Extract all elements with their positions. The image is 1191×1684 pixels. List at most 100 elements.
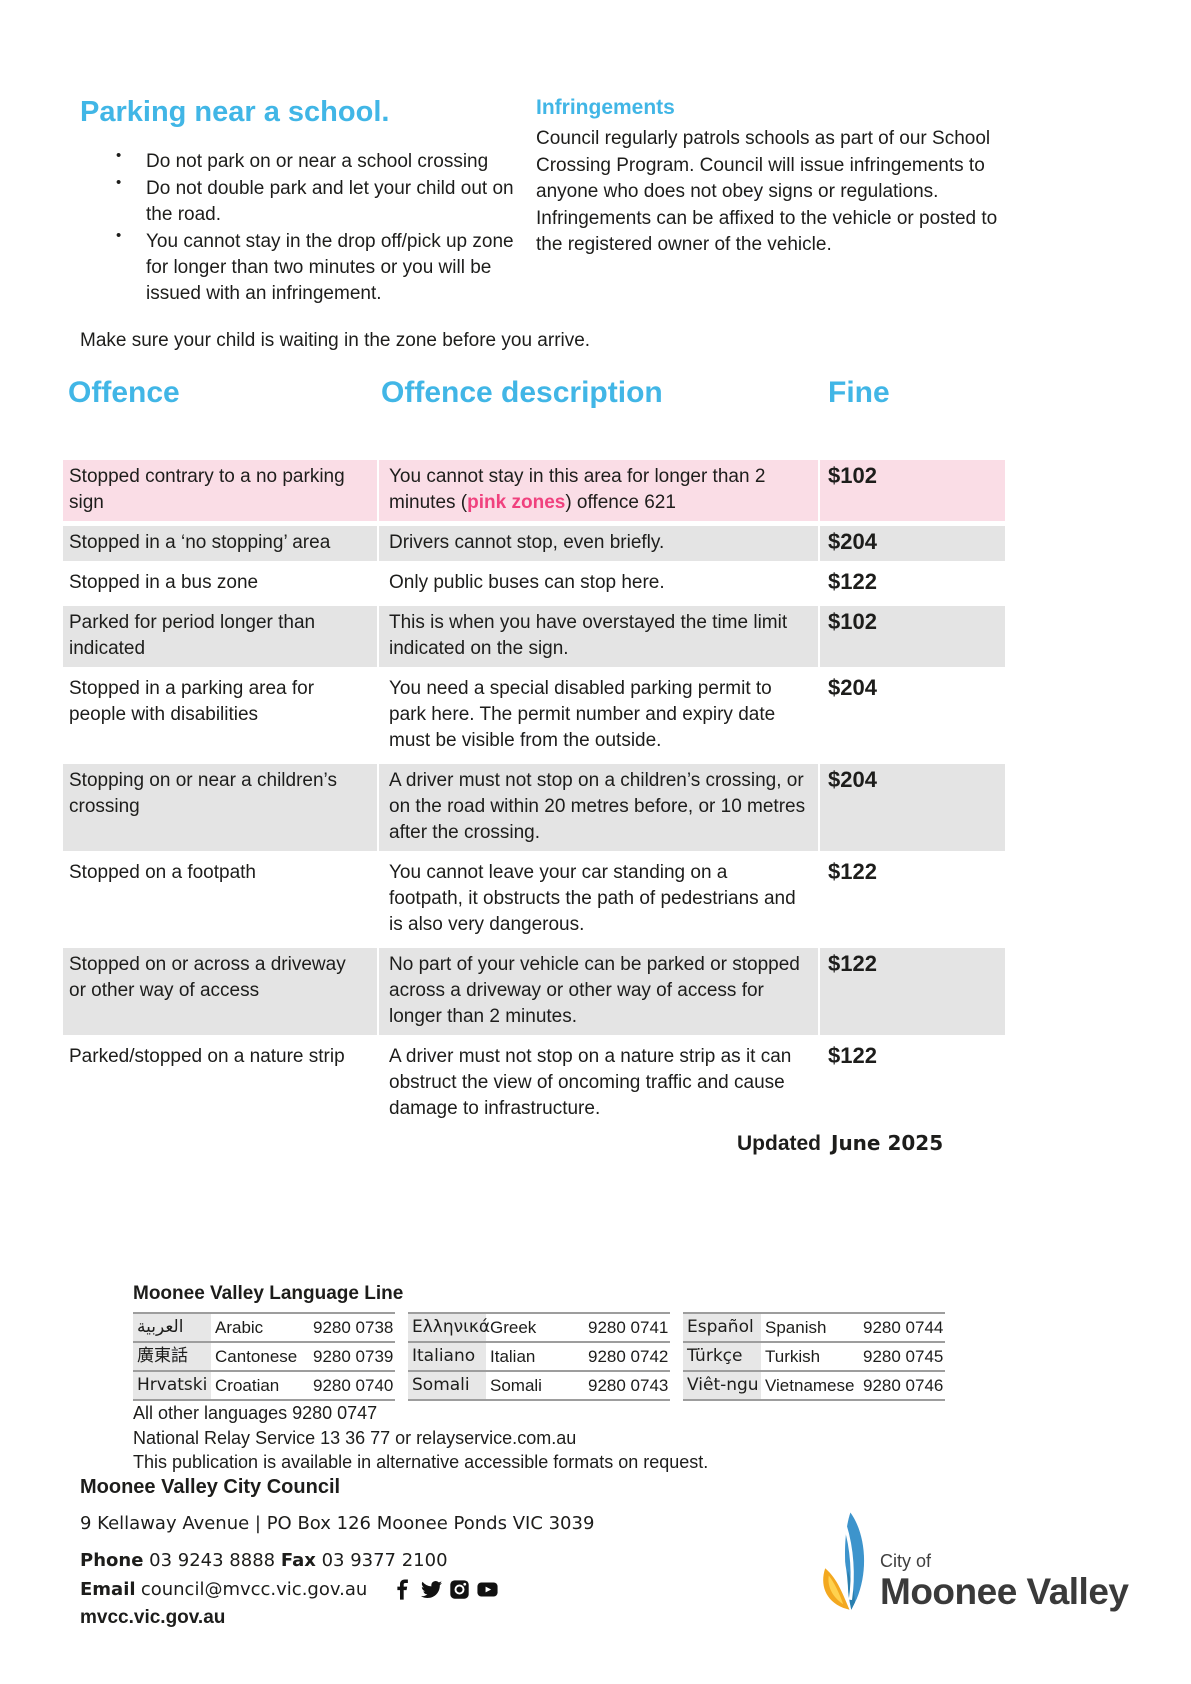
table-row: Stopped in a bus zone Only public buses … [63,566,1005,601]
twitter-icon[interactable] [421,1579,443,1600]
offence-cell: Stopped on or across a driveway or other… [69,954,346,1001]
fine-column-header: Fine [828,376,890,409]
description-text: Only public buses can stop here. [389,572,665,593]
updated-label: Updated [737,1132,821,1155]
language-native: Ελληνικά [408,1314,490,1341]
language-entry: Türkçe Turkish 9280 0745 [683,1341,945,1370]
description-text: Drivers cannot stop, even briefly. [389,532,665,553]
language-native: 廣東話 [133,1343,211,1370]
language-entry: Hrvatski Croatian 9280 0740 [133,1370,395,1401]
social-icons [393,1578,498,1600]
table-row: Stopping on or near a children’s crossin… [63,764,1005,851]
description-cell: Drivers cannot stop, even briefly. [377,526,820,561]
phone-fax-line: Phone 03 9243 8888 Fax 03 9377 2100 [80,1550,594,1571]
facebook-icon[interactable] [393,1578,414,1600]
fine-cell: $204 [828,767,877,792]
table-row: Stopped in a parking area for people wit… [63,672,1005,759]
language-entry: Español Spanish 9280 0744 [683,1312,945,1341]
description-text: You cannot leave your car standing on a … [389,862,796,935]
language-english: Spanish [765,1318,827,1337]
email-address[interactable]: council@mvcc.vic.gov.au [140,1578,368,1600]
language-entry: العربية Arabic 9280 0738 [133,1312,395,1341]
language-phone: 9280 0746 [863,1376,944,1395]
language-english: Italian [490,1347,536,1366]
youtube-icon[interactable] [477,1579,498,1600]
description-text: ) offence 621 [565,492,676,513]
section-title: Infringements [536,96,675,119]
offence-table: Stopped contrary to a no parking sign Yo… [63,460,1005,1132]
moonee-valley-logo: City of Moonee Valley [818,1512,1129,1612]
offence-cell: Stopping on or near a children’s crossin… [69,770,337,817]
language-entry: Italiano Italian 9280 0742 [408,1341,670,1370]
instagram-icon[interactable] [449,1579,470,1600]
description-text: A driver must not stop on a nature strip… [389,1046,792,1119]
language-entry: Viêt-ngu Vietnamese 9280 0746 [683,1370,945,1401]
language-english: Croatian [215,1376,280,1395]
description-column-header: Offence description [381,376,663,409]
other-languages-line: All other languages 9280 0747 [133,1403,378,1423]
bullet-item: Do not double park and let your child ou… [116,170,532,228]
table-row: Stopped in a ‘no stopping’ area Drivers … [63,526,1005,561]
logo-text: City of Moonee Valley [880,1551,1129,1612]
relay-service-line[interactable]: National Relay Service 13 36 77 or relay… [133,1427,577,1448]
parking-section: Parking near a school. Do not park on or… [80,96,532,308]
description-text: You cannot stay in this area for longer … [389,466,766,513]
footer: Moonee Valley City Council 9 Kellaway Av… [80,1476,594,1629]
description-cell: A driver must not stop on a children’s c… [377,764,820,851]
language-english: Greek [490,1318,537,1337]
language-entry: Ελληνικά Greek 9280 0741 [408,1312,670,1341]
fine-cell: $204 [828,675,877,700]
table-row: Stopped contrary to a no parking sign Yo… [63,460,1005,521]
language-native: العربية [133,1314,211,1341]
language-notes: All other languages 9280 0747 National R… [133,1401,708,1475]
language-phone: 9280 0743 [588,1376,669,1395]
description-cell: You cannot stay in this area for longer … [377,460,820,521]
language-native: Somali [408,1372,486,1399]
offence-cell: Stopped contrary to a no parking sign [69,466,345,513]
language-phone: 9280 0739 [313,1347,394,1366]
language-phone: 9280 0741 [588,1318,669,1337]
fine-cell: $102 [828,463,877,488]
phone-number: 03 9243 8888 [149,1550,276,1571]
language-phone: 9280 0742 [588,1347,669,1366]
language-native: Hrvatski [133,1372,211,1399]
language-row: 廣東話 Cantonese 9280 0739 Italiano Italian… [133,1341,948,1370]
offence-cell: Stopped in a ‘no stopping’ area [69,532,331,553]
offence-cell: Stopped on a footpath [69,862,256,883]
fine-cell: $122 [828,1043,877,1068]
fine-cell: $122 [828,859,877,884]
logo-name: Moonee Valley [880,1571,1129,1612]
page-title: Parking near a school. [80,96,390,128]
fax-number: 03 9377 2100 [321,1550,448,1571]
offence-cell: Parked for period longer than indicated [69,612,316,659]
description-cell: A driver must not stop on a nature strip… [377,1040,820,1127]
fine-cell: $204 [828,529,877,554]
website-url[interactable]: mvcc.vic.gov.au [80,1607,226,1628]
language-entry: 廣東話 Cantonese 9280 0739 [133,1341,395,1370]
closing-note: Make sure your child is waiting in the z… [80,330,591,351]
phone-label: Phone [80,1550,144,1571]
language-native: Türkçe [683,1343,761,1370]
language-native: Español [683,1314,761,1341]
table-row: Stopped on a footpath You cannot leave y… [63,856,1005,943]
updated-line: Updated June 2025 [737,1131,943,1156]
bullet-item: You cannot stay in the drop off/pick up … [116,223,532,307]
language-phone: 9280 0738 [313,1318,394,1337]
language-line-section: Moonee Valley Language Line العربية Arab… [133,1283,948,1401]
language-phone: 9280 0740 [313,1376,394,1395]
language-english: Vietnamese [765,1376,855,1395]
leaf-logo-icon [823,1512,865,1610]
language-english: Somali [490,1376,542,1395]
language-english: Cantonese [215,1347,298,1366]
council-address: 9 Kellaway Avenue | PO Box 126 Moonee Po… [80,1513,595,1534]
language-entry: Somali Somali 9280 0743 [408,1370,670,1401]
table-row: Parked/stopped on a nature strip A drive… [63,1040,1005,1127]
table-row: Parked for period longer than indicated … [63,606,1005,667]
description-text: No part of your vehicle can be parked or… [389,954,800,1027]
offence-cell: Stopped in a bus zone [69,572,259,593]
language-row: العربية Arabic 9280 0738 Ελληνικά Greek … [133,1312,948,1341]
offence-cell: Stopped in a parking area for people wit… [69,678,315,725]
description-cell: You cannot leave your car standing on a … [377,856,820,943]
language-native: Italiano [408,1343,486,1370]
